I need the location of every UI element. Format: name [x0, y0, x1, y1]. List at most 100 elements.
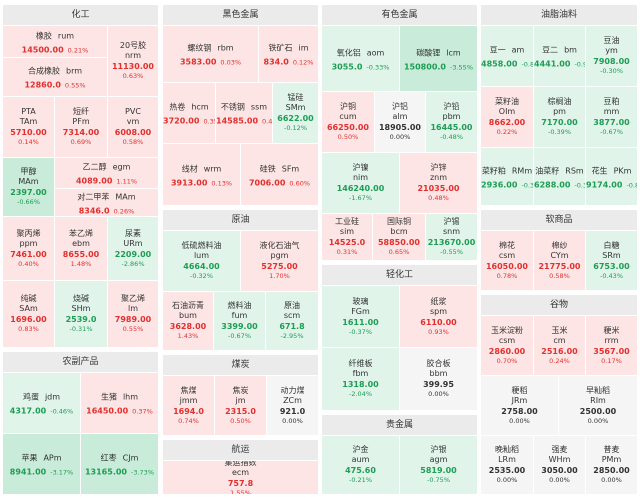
- contract-cell-fgm[interactable]: 玻璃 FGm 1611.00 -0.37%: [322, 286, 399, 347]
- contract-cell-brm[interactable]: 合成橡胶 brm 12860.0 0.55%: [3, 58, 107, 96]
- contract-change: -0.84%: [521, 60, 533, 69]
- contract-cell-oim[interactable]: 菜籽油 OIm 8662.00 0.22%: [481, 87, 533, 147]
- contract-cell-bbm[interactable]: 胶合板 bbm 399.95 0.00%: [400, 348, 477, 410]
- contract-cell-lum[interactable]: 低硫燃料油 lum 4664.00 -0.32%: [163, 231, 240, 291]
- contract-cell-cym[interactable]: 棉纱 CYm 21775.00 0.58%: [534, 231, 585, 290]
- name-row: 苹果 APm: [3, 450, 80, 464]
- contract-cell-sam[interactable]: 纯碱 SAm 1696.00 0.83%: [3, 281, 54, 347]
- contract-cell-agm[interactable]: 沪银 agm 5819.00 -0.75%: [400, 436, 477, 494]
- contract-cell-egm[interactable]: 乙二醇 egm 4089.00 1.11%: [55, 158, 158, 188]
- cell-content: PTA TAm 5710.00 0.14%: [3, 107, 54, 147]
- cell-content: 甲醇 MAm 2397.00 -0.66%: [3, 167, 54, 207]
- contract-cell-jm[interactable]: 焦炭 jm 2315.0 0.50%: [215, 376, 266, 435]
- contract-cell-nrm[interactable]: 20号胶 nrm 11130.00 0.63%: [108, 26, 158, 96]
- contract-cell-vm[interactable]: PVC vm 6008.00 0.58%: [108, 97, 158, 157]
- contract-change: 0.00%: [601, 476, 622, 484]
- contract-cell-pgm[interactable]: 液化石油气 pgm 5275.00 1.70%: [241, 231, 318, 291]
- contract-cell-mm[interactable]: 豆粕 mm 3877.00 -0.67%: [586, 87, 637, 147]
- contract-cell-cum[interactable]: 沪铜 cum 66250.00 0.50%: [322, 92, 374, 152]
- contract-cell-aum[interactable]: 沪金 aum 475.60 -0.21%: [322, 436, 399, 494]
- contract-cell-srm[interactable]: 白糖 SRm 6753.00 -0.43%: [586, 231, 637, 290]
- contract-change: 0.40%: [18, 259, 39, 268]
- contract-cell-sfm[interactable]: 硅铁 SFm 7006.00 0.60%: [241, 144, 318, 205]
- name-row: 菜籽粕 RMm: [481, 162, 533, 176]
- contract-cell-rbm[interactable]: 螺纹钢 rbm 3583.00 0.03%: [163, 26, 258, 82]
- contract-cell-rrm[interactable]: 粳米 rrm 3567.00 0.17%: [586, 316, 637, 375]
- contract-code: ym: [605, 46, 618, 55]
- contract-name: 碳酸锂: [416, 48, 441, 57]
- contract-cell-jdm[interactable]: 鸡蛋 jdm 4317.00 -0.46%: [3, 373, 80, 433]
- contract-cell-mam[interactable]: 甲醇 MAm 2397.00 -0.66%: [3, 158, 54, 216]
- contract-cell-pmm[interactable]: 普麦 PMm 2850.00 0.00%: [586, 436, 637, 494]
- contract-cell-pfm[interactable]: 短纤 PFm 7314.00 0.69%: [55, 97, 107, 157]
- contract-cell-zcm[interactable]: 动力煤 ZCm 921.0 0.00%: [267, 376, 318, 435]
- contract-change: 0.17%: [601, 356, 622, 365]
- contract-code: csm: [498, 335, 516, 345]
- contract-code: SAm: [19, 304, 38, 313]
- contract-cell-ebm[interactable]: 苯乙烯 ebm 8655.00 1.48%: [55, 217, 107, 280]
- contract-cell-csm2[interactable]: 玉米淀粉 csm 2860.00 0.70%: [481, 316, 533, 375]
- contract-cell-znm[interactable]: 沪锌 znm 21035.00 0.48%: [400, 153, 477, 213]
- contract-cell-jmm[interactable]: 焦煤 jmm 1694.0 0.74%: [163, 376, 214, 435]
- contract-cell-rim[interactable]: 早籼稻 RIm 2500.00 0.00%: [559, 376, 637, 435]
- contract-value: 3567.00: [593, 346, 630, 356]
- contract-cell-lcm[interactable]: 碳酸锂 lcm 150800.0 -3.55%: [400, 26, 477, 91]
- contract-value: 8941.00: [9, 467, 47, 477]
- contract-cell-pm[interactable]: 棕榈油 pm 7170.00 -0.39%: [534, 87, 585, 147]
- contract-cell-alm[interactable]: 沪铝 alm 18905.00 0.00%: [375, 92, 425, 152]
- contract-cell-ecm[interactable]: 集运指数 ecm 757.8 1.55%: [163, 461, 318, 494]
- contract-cell-smm[interactable]: 锰硅 SMm 6622.00 -0.12%: [273, 83, 318, 143]
- contract-code: ecm: [231, 467, 250, 477]
- contract-cell-sim[interactable]: 工业硅 sim 14525.0 0.31%: [322, 214, 372, 260]
- contract-cell-fbm[interactable]: 纤维板 fbm 1318.00 -2.04%: [322, 348, 399, 410]
- contract-cell-nim[interactable]: 沪镍 nim 146240.00 -1.67%: [322, 153, 399, 213]
- contract-cell-wrm[interactable]: 线材 wrm 3913.00 0.13%: [163, 144, 240, 205]
- contract-cell-bcm[interactable]: 国际铜 bcm 58850.00 0.65%: [373, 214, 425, 260]
- contract-change: -2.86%: [121, 259, 145, 268]
- contract-cell-fum[interactable]: 燃料油 fum 3399.00 -0.67%: [214, 292, 265, 350]
- contract-cell-urm[interactable]: 尿素 URm 2209.00 -2.86%: [108, 217, 158, 280]
- cell-content: 短纤 PFm 7314.00 0.69%: [55, 107, 107, 147]
- contract-cell-csm[interactable]: 棉花 csm 16050.00 0.78%: [481, 231, 533, 290]
- contract-cell-snm[interactable]: 沪锡 snm 213670.00 -0.55%: [426, 214, 477, 260]
- contract-cell-lm[interactable]: 聚乙烯 lm 7989.00 0.55%: [108, 281, 158, 347]
- contract-cell-mam2[interactable]: 对二甲苯 MAm 8346.0 0.26%: [55, 189, 158, 216]
- contract-change: 0.50%: [230, 416, 251, 425]
- cell-content: 聚丙烯 ppm 7461.00 0.40%: [3, 229, 54, 269]
- contract-cell-aom[interactable]: 氧化铝 aom 3055.0 -0.33%: [322, 26, 399, 91]
- contract-value: 2500.00: [579, 406, 617, 416]
- contract-cell-whm[interactable]: 强麦 WHm 3050.00 0.00%: [534, 436, 585, 494]
- contract-cell-rum[interactable]: 橡胶 rum 14500.00 0.21%: [3, 26, 107, 57]
- contract-cell-bum[interactable]: 石油沥青 bum 3628.00 1.43%: [163, 292, 213, 350]
- contract-cell-lhm[interactable]: 生猪 lhm 16450.00 0.37%: [81, 373, 158, 433]
- contract-name: 棕榈油: [547, 97, 572, 106]
- contract-cell-scm[interactable]: 原油 scm 671.8 -2.95%: [266, 292, 318, 350]
- contract-value: 7006.00: [248, 178, 286, 187]
- contract-cell-cjm[interactable]: 红枣 CJm 13165.00 -3.73%: [81, 434, 158, 494]
- cell-content: 原油 scm 671.8 -2.95%: [266, 301, 318, 341]
- contract-cell-jrm[interactable]: 粳稻 JRm 2758.00 0.00%: [481, 376, 558, 435]
- contract-cell-im[interactable]: 铁矿石 im 834.0 0.12%: [259, 26, 318, 82]
- contract-value: 146240.00: [336, 184, 385, 193]
- contract-cell-cm[interactable]: 玉米 cm 2516.00 0.24%: [534, 316, 585, 375]
- contract-cell-spm[interactable]: 纸浆 spm 6110.00 0.93%: [400, 286, 477, 347]
- contract-change: -0.36%: [574, 181, 585, 189]
- contract-cell-ppm[interactable]: 聚丙烯 ppm 7461.00 0.40%: [3, 217, 54, 280]
- contract-cell-ym[interactable]: 豆油 ym 7908.00 -0.30%: [586, 26, 637, 86]
- contract-cell-shm[interactable]: 烧碱 SHm 2539.0 -0.31%: [55, 281, 107, 347]
- contract-value: 2758.00: [501, 406, 538, 416]
- cell-content: 乙二醇 egm 4089.00 1.11%: [55, 159, 158, 188]
- contract-change: 0.78%: [496, 271, 518, 280]
- contract-value: 5819.00: [420, 466, 457, 475]
- contract-cell-pbm[interactable]: 沪铅 pbm 16445.00 -0.48%: [426, 92, 477, 152]
- contract-cell-tam[interactable]: PTA TAm 5710.00 0.14%: [3, 97, 54, 157]
- contract-cell-apm[interactable]: 苹果 APm 8941.00 -3.17%: [3, 434, 80, 494]
- contract-cell-lrm[interactable]: 晚籼稻 LRm 2535.00 0.00%: [481, 436, 533, 494]
